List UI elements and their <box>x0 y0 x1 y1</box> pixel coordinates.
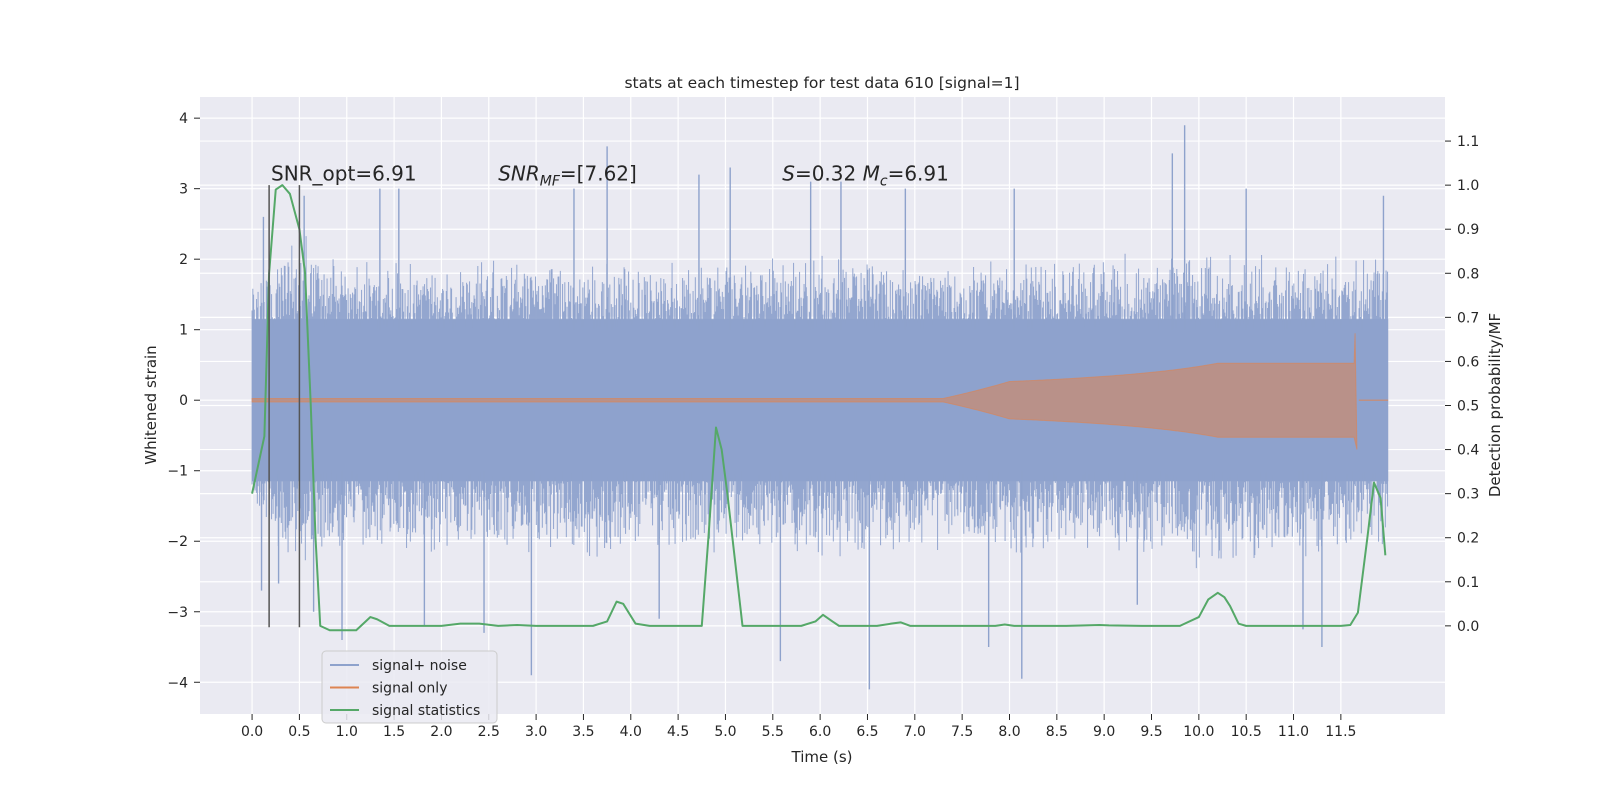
x-tick-label: 5.0 <box>714 724 736 740</box>
vertical-markers <box>268 185 301 628</box>
legend-label: signal only <box>372 681 447 697</box>
legend-label: signal+ noise <box>372 658 467 674</box>
x-tick-label: 2.0 <box>430 724 452 740</box>
x-tick-label: 6.0 <box>809 724 831 740</box>
x-tick-label: 11.5 <box>1325 724 1356 740</box>
y2-tick-label: 0.5 <box>1457 399 1479 415</box>
y2-tick-label: 0.4 <box>1457 443 1479 459</box>
y2-tick-label: 0.6 <box>1457 354 1479 370</box>
y-tick-label: −2 <box>167 534 188 550</box>
chart-title: stats at each timestep for test data 610… <box>624 74 1019 92</box>
x-tick-label: 3.5 <box>572 724 594 740</box>
legend: signal+ noise signal only signal statistic… <box>321 650 498 724</box>
x-tick-label: 7.5 <box>951 724 973 740</box>
y2-tick-label: 0.1 <box>1457 575 1479 591</box>
x-tick-label: 4.5 <box>667 724 689 740</box>
annotation-snr-mf: SNRMF=[7.62] <box>498 162 637 190</box>
series-signal-only <box>251 333 1389 450</box>
y2-axis-label: Detection probability/MF <box>1486 313 1504 497</box>
annotations: SNR_opt=6.91 SNRMF=[7.62] S=0.32 Mc=6.91 <box>271 162 949 190</box>
y2-tick-label: 1.1 <box>1457 134 1479 150</box>
x-tick-label: 9.0 <box>1093 724 1115 740</box>
x-tick-label: 11.0 <box>1278 724 1309 740</box>
x-tick-label: 0.5 <box>288 724 310 740</box>
x-tick-label: 2.5 <box>478 724 500 740</box>
signal-chirp <box>251 333 1358 450</box>
y-tick-label: −1 <box>167 464 188 480</box>
y2-tick-label: 0.3 <box>1457 487 1479 503</box>
x-tick-label: 8.0 <box>998 724 1020 740</box>
legend-box <box>321 650 498 724</box>
y-axis-right: 0.0 0.1 0.2 0.3 0.4 0.5 0.6 0.7 0.8 0.9 1.0 1.1 <box>1445 134 1479 635</box>
y2-tick-label: 0.8 <box>1457 266 1479 282</box>
x-tick-label: 3.0 <box>525 724 547 740</box>
series-signal-statistics <box>251 184 1387 632</box>
x-tick-label: 9.5 <box>1140 724 1162 740</box>
annotation-snr-opt: SNR_opt=6.91 <box>271 162 417 186</box>
x-axis-label: Time (s) <box>791 748 853 766</box>
legend-label: signal statistics <box>372 703 480 719</box>
y2-tick-label: 0.7 <box>1457 310 1479 326</box>
x-tick-label: 6.5 <box>856 724 878 740</box>
x-tick-label: 7.0 <box>904 724 926 740</box>
y-tick-label: 4 <box>179 111 188 127</box>
x-tick-label: 10.0 <box>1183 724 1214 740</box>
x-axis: 0.0 0.5 1.0 1.5 2.0 2.5 3.0 3.5 4.0 4.5 5.0 5.5 6.0 6… <box>241 714 1356 740</box>
y2-tick-label: 0.0 <box>1457 619 1479 635</box>
annotation-s-mc: S=0.32 Mc=6.91 <box>782 162 949 190</box>
y-tick-label: −3 <box>167 605 188 621</box>
y-tick-label: 0 <box>179 393 188 409</box>
x-tick-label: 5.5 <box>762 724 784 740</box>
y2-tick-label: 0.2 <box>1457 531 1479 547</box>
x-tick-label: 1.0 <box>336 724 358 740</box>
x-tick-label: 10.5 <box>1231 724 1262 740</box>
x-tick-label: 1.5 <box>383 724 405 740</box>
data-layer <box>251 125 1389 690</box>
x-tick-label: 8.5 <box>1046 724 1068 740</box>
y-tick-label: −4 <box>167 675 188 691</box>
x-tick-label: 4.0 <box>620 724 642 740</box>
y-axis-label: Whitened strain <box>142 345 160 464</box>
y-tick-label: 3 <box>179 182 188 198</box>
y2-tick-label: 0.9 <box>1457 222 1479 238</box>
y2-tick-label: 1.0 <box>1457 178 1479 194</box>
y-tick-label: 1 <box>179 323 188 339</box>
x-tick-label: 0.0 <box>241 724 263 740</box>
y-tick-label: 2 <box>179 252 188 268</box>
y-axis-left: −4 −3 −2 −1 0 1 2 3 4 <box>167 111 200 691</box>
